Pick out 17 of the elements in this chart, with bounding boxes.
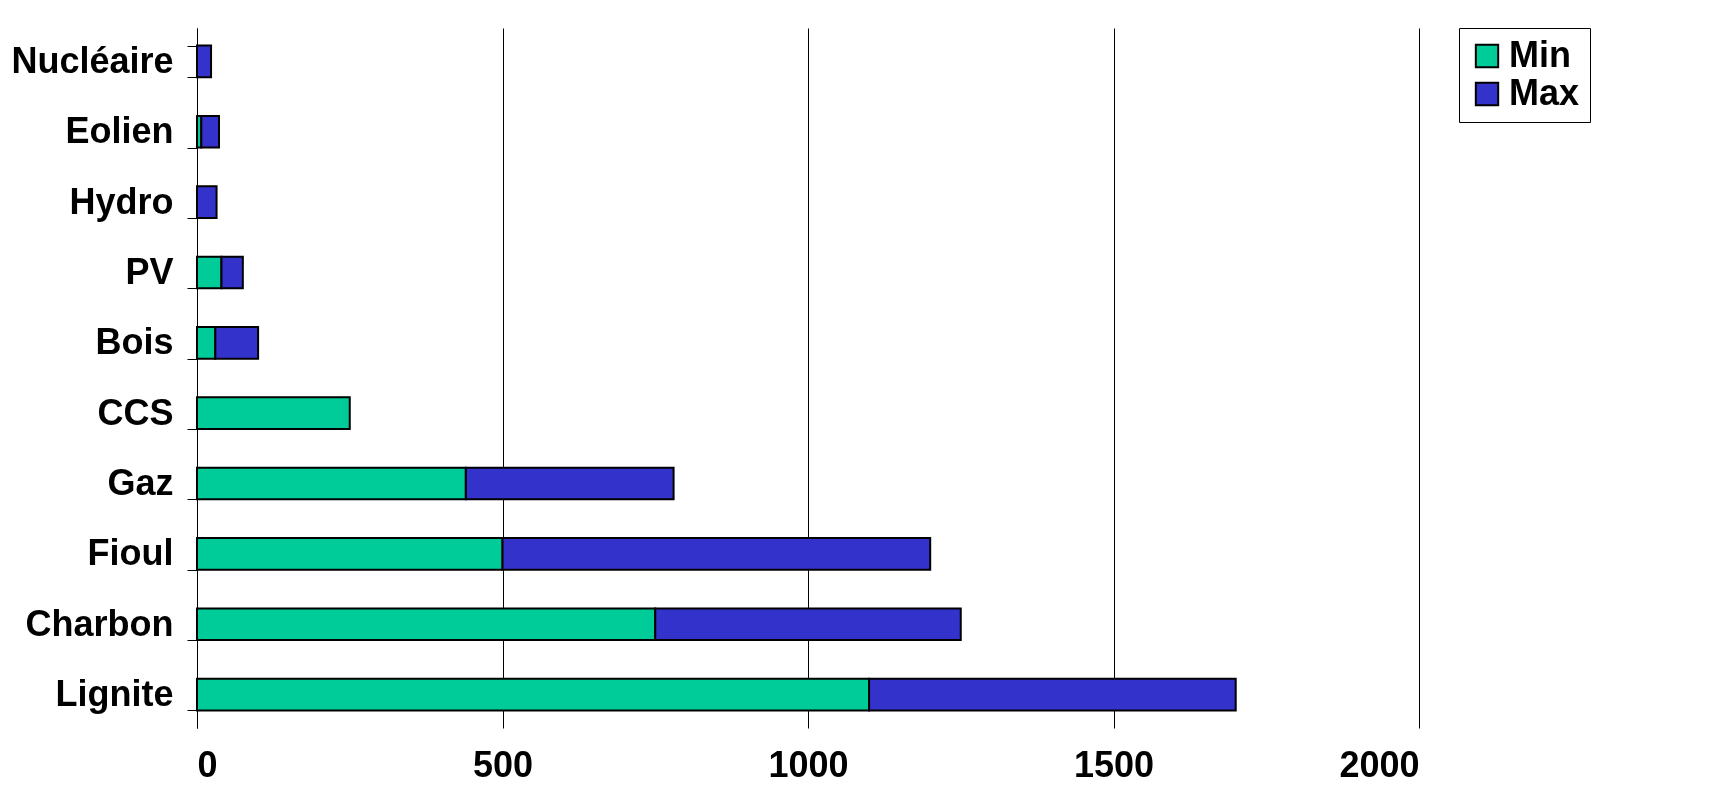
- y-tick-label: CCS: [97, 391, 174, 433]
- y-tick-label: Lignite: [55, 673, 174, 715]
- x-tick-label: 2000: [1339, 743, 1420, 785]
- x-tick-label: 1500: [1073, 743, 1155, 785]
- y-tick-label: Charbon: [25, 602, 174, 644]
- y-tick-label: PV: [125, 250, 174, 292]
- y-tick-label: Fioul: [87, 532, 174, 574]
- legend-label: Min: [1509, 34, 1571, 75]
- y-tick-label: Gaz: [107, 462, 174, 504]
- x-tick-label: 500: [472, 743, 534, 785]
- y-tick-label: Eolien: [65, 110, 174, 152]
- x-tick-label: 0: [197, 743, 218, 785]
- y-tick-label: Nucléaire: [11, 39, 174, 81]
- x-tick-label: 1000: [768, 743, 849, 785]
- y-tick-label: Hydro: [69, 180, 174, 222]
- legend-label: Max: [1509, 72, 1580, 113]
- y-tick-label: Bois: [95, 321, 174, 363]
